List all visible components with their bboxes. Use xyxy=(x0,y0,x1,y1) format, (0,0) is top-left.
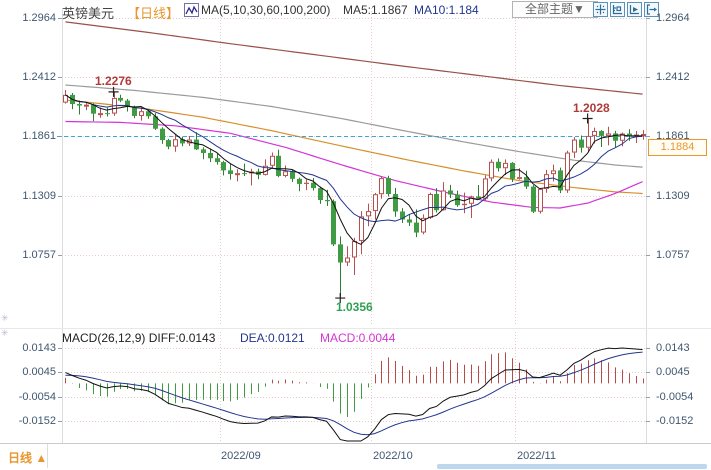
macd-params-diff-label: MACD(26,12,9) DIFF:0.0143 xyxy=(62,331,216,345)
last-price-badge: 1.1884 xyxy=(648,139,707,156)
date-axis-label: 2022/10 xyxy=(373,450,413,462)
period-tag: 【日线】 xyxy=(127,6,180,21)
price-axis-label: 1.2964 xyxy=(22,12,56,24)
macd-dea-label: DEA:0.0121 xyxy=(240,331,305,345)
theme-dropdown[interactable]: 全部主题▼ xyxy=(512,1,598,18)
divider xyxy=(47,444,48,468)
line-chart-icon xyxy=(184,3,199,17)
date-axis-label: 2022/11 xyxy=(517,450,556,462)
macd-axis-label: 0.0143 xyxy=(656,342,690,354)
export-icon[interactable] xyxy=(644,2,659,17)
settings-icon[interactable]: ✳ xyxy=(1,313,9,323)
price-axis-label: 1.2412 xyxy=(656,71,690,83)
price-axis-label: 1.1309 xyxy=(656,190,690,202)
macd-axis-label: -0.0054 xyxy=(18,391,56,403)
macd-value-label: MACD:0.0044 xyxy=(320,331,396,345)
ma10-value-label: MA10:1.184 xyxy=(414,3,479,17)
macd-axis-label: -0.0054 xyxy=(656,391,694,403)
symbol-title: 英镑美元 xyxy=(62,6,115,21)
price-axis-label: 1.2412 xyxy=(22,71,56,83)
price-axis-label: 1.1861 xyxy=(22,130,56,142)
axis-scale-icon[interactable] xyxy=(610,2,625,17)
crosshair-icon[interactable] xyxy=(593,2,608,17)
axis-shift-icon[interactable] xyxy=(627,2,642,17)
price-axis-label: 1.0757 xyxy=(656,249,690,261)
macd-axis-label: -0.0152 xyxy=(18,415,56,427)
horizontal-scrollbar-thumb[interactable] xyxy=(437,464,707,469)
price-axis-label: 1.0757 xyxy=(22,249,56,261)
price-axis-label: 1.1309 xyxy=(22,190,56,202)
macd-axis-label: 0.0143 xyxy=(22,342,56,354)
period-selector[interactable]: 日线 ▲ xyxy=(8,451,48,465)
macd-axis-label: 0.0045 xyxy=(22,366,56,378)
macd-axis-label: 0.0045 xyxy=(656,366,690,378)
price-axis-label: 1.2964 xyxy=(656,12,690,24)
settings-icon[interactable]: ✳ xyxy=(1,328,9,338)
ma5-value-label: MA5:1.1867 xyxy=(343,3,408,17)
high-annotation: 1.2276 xyxy=(95,74,132,88)
date-axis-label: 2022/09 xyxy=(221,450,261,462)
high-annotation: 1.2028 xyxy=(573,101,610,115)
ma-settings-label: MA(5,10,30,60,100,200) xyxy=(201,3,331,17)
low-annotation: 1.0356 xyxy=(336,300,373,314)
macd-axis-label: -0.0152 xyxy=(656,415,694,427)
